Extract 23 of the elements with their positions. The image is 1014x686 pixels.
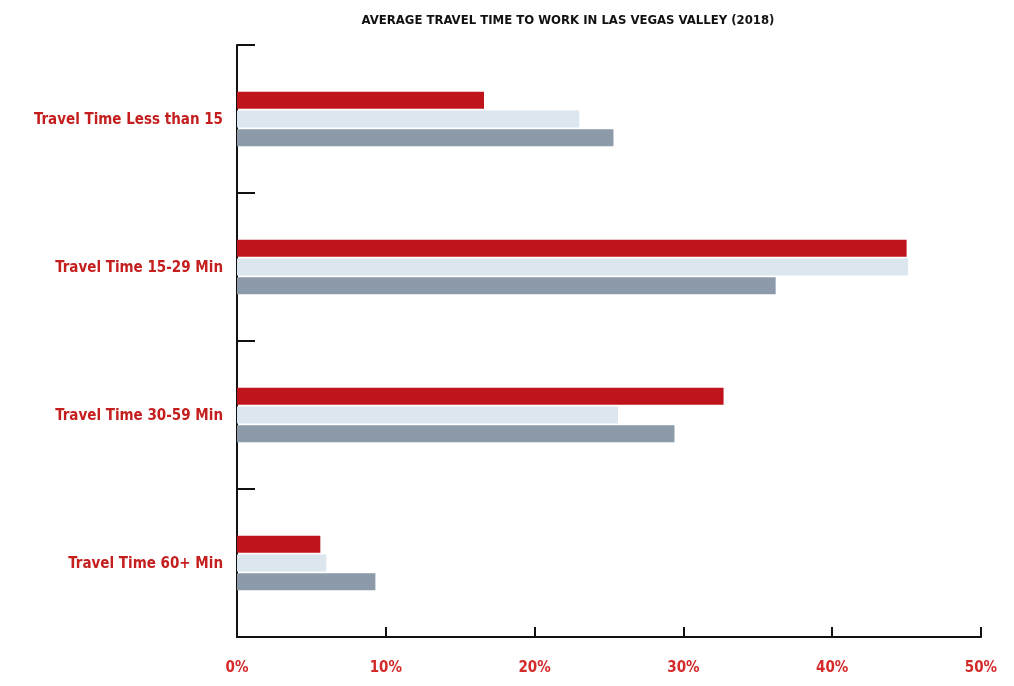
y-tick-label: Travel Time 30-59 Min [55, 406, 223, 424]
bar [237, 91, 485, 109]
x-tick-label: 0% [225, 657, 249, 676]
bar [237, 277, 776, 295]
y-tick-label: Travel Time 15-29 Min [55, 258, 223, 276]
bar [237, 554, 327, 572]
y-tick-label: Travel Time 60+ Min [68, 554, 223, 572]
x-tick-label: 40% [816, 657, 849, 676]
chart-title: AVERAGE TRAVEL TIME TO WORK IN LAS VEGAS VALLEY (2018) [361, 12, 775, 27]
bar [237, 573, 376, 591]
bar [237, 425, 675, 443]
x-tick-label: 20% [518, 657, 552, 676]
bar [237, 129, 614, 147]
x-tick-label: 30% [667, 657, 701, 676]
bar [237, 406, 618, 424]
bar [237, 110, 580, 128]
bar [237, 239, 907, 257]
bar [237, 387, 724, 405]
bar [237, 258, 909, 276]
x-tick-label: 10% [369, 657, 403, 676]
y-tick-label: Travel Time Less than 15 [33, 110, 223, 128]
x-tick-label: 50% [964, 657, 998, 676]
bar [237, 535, 321, 553]
